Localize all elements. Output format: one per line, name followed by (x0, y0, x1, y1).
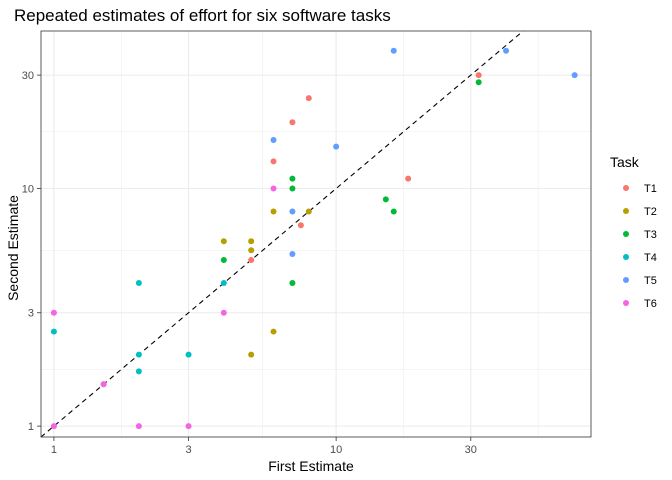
point-t6 (185, 423, 192, 430)
point-t1 (289, 119, 296, 126)
x-tick-label: 30 (465, 444, 477, 456)
point-t2 (220, 238, 227, 245)
legend-label-t4: T4 (644, 252, 657, 264)
point-t6 (50, 309, 57, 316)
point-t4 (135, 351, 142, 358)
point-t3 (475, 79, 482, 86)
point-t5 (571, 72, 578, 79)
point-t6 (135, 423, 142, 430)
legend-key-t1 (623, 185, 629, 191)
point-t6 (270, 185, 277, 192)
legend-key-t6 (623, 300, 629, 306)
point-t1 (475, 72, 482, 79)
identity-reference-line (40, 30, 524, 438)
point-t4 (50, 328, 57, 335)
point-t6 (100, 381, 107, 388)
point-t2 (248, 238, 255, 245)
point-t1 (297, 222, 304, 229)
reference-line-layer (40, 30, 524, 438)
legend-label-t6: T6 (644, 298, 657, 310)
point-t4 (220, 280, 227, 287)
point-t2 (270, 328, 277, 335)
point-t5 (289, 251, 296, 258)
points-layer (50, 47, 578, 430)
point-t5 (270, 136, 277, 143)
legend-label-t3: T3 (644, 229, 657, 241)
y-axis-title: Second Estimate (5, 195, 21, 301)
point-t3 (289, 280, 296, 287)
grid (41, 31, 591, 437)
x-tick-label: 10 (330, 444, 342, 456)
point-t5 (289, 208, 296, 215)
y-tick-label: 1 (28, 421, 34, 433)
point-t5 (503, 47, 510, 54)
point-t3 (289, 185, 296, 192)
point-t4 (185, 351, 192, 358)
panel-background (41, 31, 591, 437)
y-tick-label: 10 (22, 183, 34, 195)
point-t1 (305, 95, 312, 102)
x-tick-label: 1 (51, 444, 57, 456)
legend-key-t4 (623, 254, 629, 260)
x-tick-label: 3 (186, 444, 192, 456)
legend-key-t5 (623, 277, 629, 283)
point-t4 (135, 280, 142, 287)
chart-title: Repeated estimates of effort for six sof… (14, 6, 391, 25)
point-t1 (405, 175, 412, 182)
point-t3 (390, 208, 397, 215)
point-t3 (289, 175, 296, 182)
point-t3 (382, 196, 389, 203)
y-tick-label: 30 (22, 70, 34, 82)
legend-key-t2 (623, 208, 629, 214)
point-t5 (390, 47, 397, 54)
axis-ticks: 1 3 10 30 1 3 10 30 (22, 70, 477, 456)
legend-title: Task (610, 154, 640, 170)
legend-key-t3 (623, 231, 629, 237)
legend: Task T1 T2 T3 T4 T5 T6 (610, 154, 657, 310)
point-t6 (50, 423, 57, 430)
point-t2 (248, 247, 255, 254)
point-t2 (305, 208, 312, 215)
point-t3 (220, 257, 227, 264)
legend-label-t5: T5 (644, 275, 657, 287)
point-t5 (333, 143, 340, 150)
point-t1 (270, 158, 277, 165)
x-axis-title: First Estimate (268, 458, 354, 474)
point-t1 (248, 257, 255, 264)
legend-label-t1: T1 (644, 183, 657, 195)
point-t4 (135, 368, 142, 375)
panel-border (40, 30, 592, 438)
point-t2 (248, 351, 255, 358)
point-t2 (270, 208, 277, 215)
y-tick-label: 3 (28, 308, 34, 320)
legend-label-t2: T2 (644, 206, 657, 218)
point-t6 (220, 309, 227, 316)
